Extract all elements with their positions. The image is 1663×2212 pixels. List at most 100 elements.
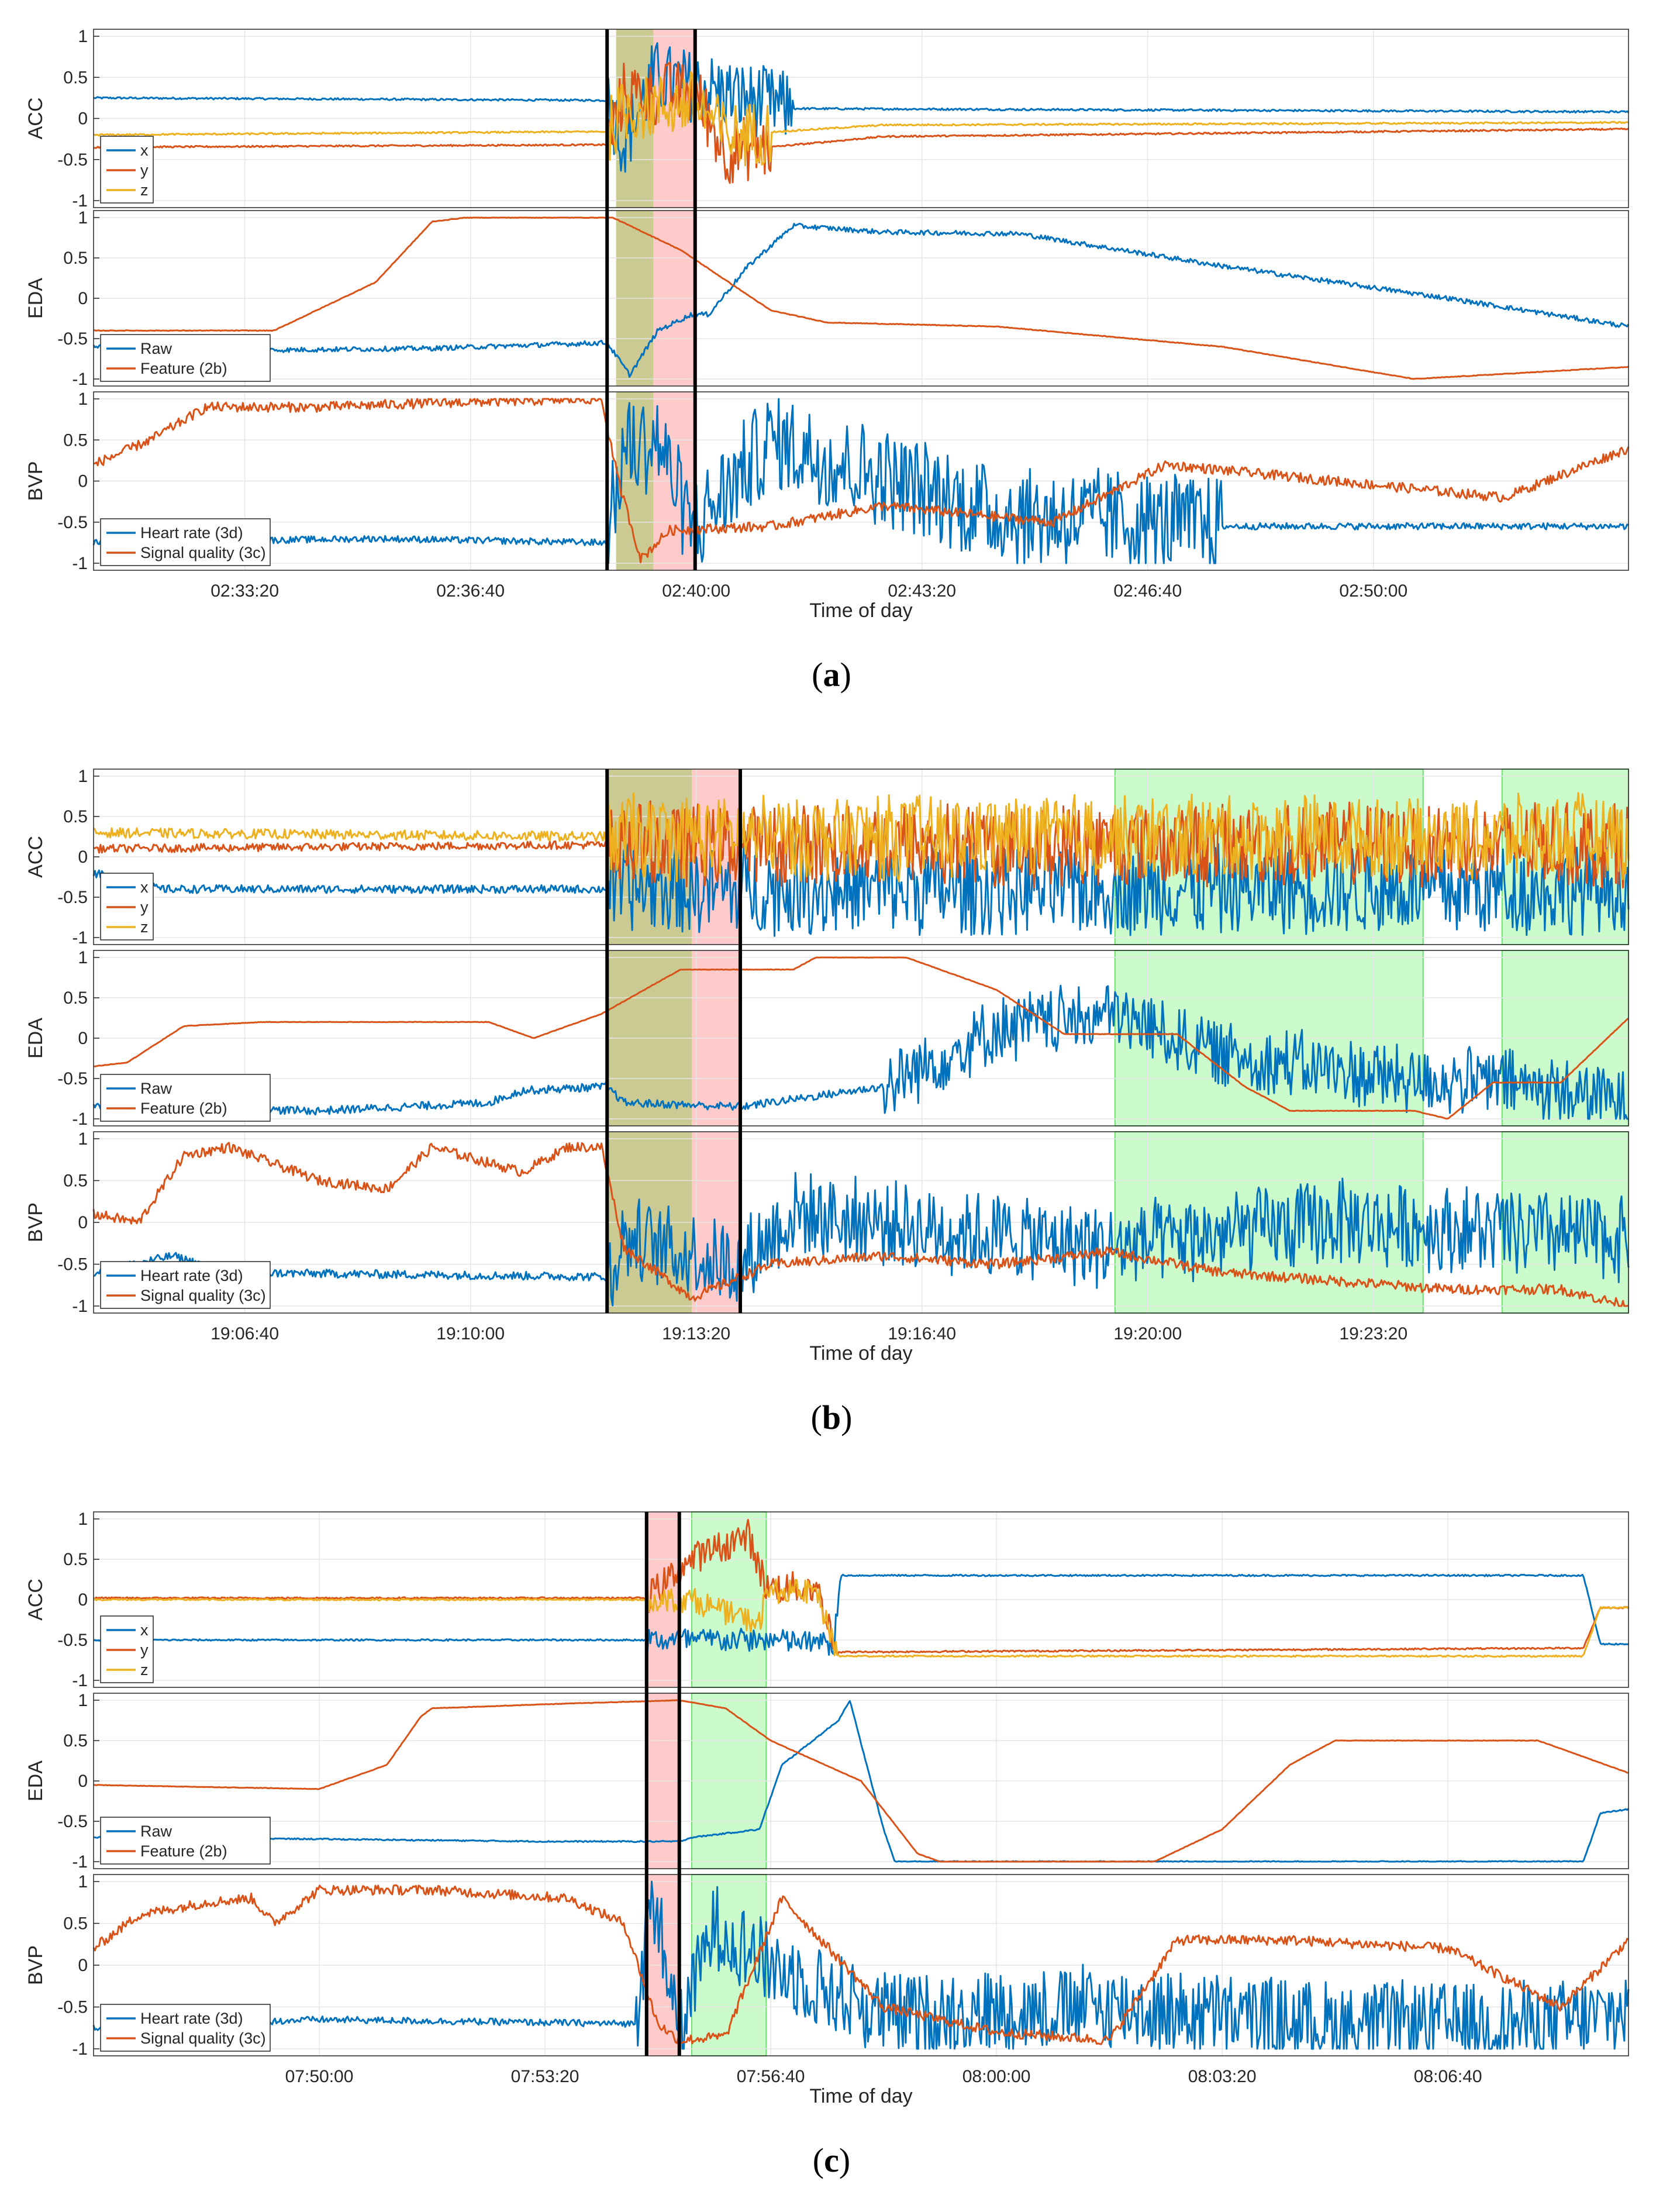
ylabel-b-0: ACC [25,836,47,878]
ytick-label-a-2-3: -0.5 [57,513,88,532]
series-b-2-signal-quality-3c- [92,1142,1629,1307]
ytick-label-c-2-0: 1 [78,1872,88,1891]
ytick-label-b-0-0: 1 [78,767,88,786]
ytick-label-b-0-2: 0 [78,847,88,867]
panel-frame-c-2 [93,1874,1629,2056]
ytick-label-c-0-1: 0.5 [63,1550,88,1569]
ylabel-a-0: ACC [25,98,47,140]
legend-label-c-2-0: Heart rate (3d) [140,2010,243,2027]
ytick-label-a-2-1: 0.5 [63,430,88,450]
series-b-0-y [93,800,1630,889]
panel-frame-a-0 [93,29,1629,208]
ytick-label-a-0-1: 0.5 [63,68,88,87]
xtick-label-c-1: 07:53:20 [511,2067,579,2086]
panel-frame-a-1 [93,210,1629,387]
ylabel-a-1: EDA [25,278,47,319]
legend-box-c-2 [100,2004,271,2052]
legend-label-a-1-1: Feature (2b) [140,360,227,377]
legend-box-b-2 [100,1261,271,1309]
legend-label-b-0-2: z [140,918,149,936]
ytick-label-b-2-4: -1 [72,1297,88,1316]
ytick-label-a-0-3: -0.5 [57,150,88,170]
ytick-label-c-2-4: -1 [72,2039,88,2059]
xlabel-a: Time of day [809,599,912,622]
series-a-1-feature-2b- [94,216,1629,380]
xtick-label-a-3: 02:43:20 [888,581,956,601]
xtick-label-a-5: 02:50:00 [1339,581,1407,601]
ytick-label-b-1-4: -1 [72,1110,88,1129]
ytick-label-c-1-0: 1 [78,1691,88,1710]
series-b-1-raw [92,984,1629,1120]
series-a-0-x [93,42,1629,173]
caption-c: (c) [812,2141,851,2179]
xtick-label-c-2: 07:56:40 [737,2067,805,2086]
ylabel-b-2: BVP [25,1203,47,1242]
ytick-label-c-2-1: 0.5 [63,1914,88,1934]
xlabel-c: Time of day [809,2085,912,2107]
xtick-label-b-5: 19:23:20 [1339,1324,1407,1343]
xtick-label-b-2: 19:13:20 [662,1324,730,1343]
series-b-0-z [92,792,1630,883]
ytick-label-a-2-2: 0 [78,472,88,491]
xtick-label-a-4: 02:46:40 [1113,581,1182,601]
legend-box-c-1 [100,1817,271,1865]
xtick-label-b-0: 19:06:40 [211,1324,279,1343]
legend-box-a-1 [100,334,271,382]
ytick-label-a-0-2: 0 [78,109,88,129]
series-b-0-x [92,842,1630,937]
xtick-label-c-3: 08:00:00 [962,2067,1031,2086]
ytick-label-a-1-4: -1 [72,370,88,389]
ytick-label-b-1-0: 1 [78,948,88,967]
ytick-label-c-0-0: 1 [78,1510,88,1529]
ylabel-c-0: ACC [25,1579,47,1621]
legend-label-c-0-0: x [140,1621,149,1639]
series-a-2-heart-rate-3d- [92,398,1629,564]
caption-a: (a) [812,656,851,694]
xtick-label-a-1: 02:36:40 [436,581,505,601]
legend-label-c-1-1: Feature (2b) [140,1842,227,1860]
ytick-label-c-1-1: 0.5 [63,1731,88,1751]
xtick-label-b-3: 19:16:40 [888,1324,956,1343]
ylabel-c-1: EDA [25,1760,47,1801]
xtick-label-b-4: 19:20:00 [1113,1324,1182,1343]
series-c-1-feature-2b- [93,1699,1629,1863]
xlabel-b: Time of day [809,1342,912,1365]
panel-frame-a-2 [93,391,1629,571]
panel-frame-b-1 [93,950,1629,1126]
panel-frame-c-1 [93,1693,1629,1869]
ytick-label-c-1-2: 0 [78,1772,88,1791]
panel-frame-c-0 [93,1511,1629,1688]
series-a-0-y [93,62,1629,184]
ytick-label-a-1-1: 0.5 [63,249,88,268]
ytick-label-b-0-3: -0.5 [57,888,88,907]
legend-label-a-0-1: y [140,161,149,179]
legend-box-a-2 [100,518,271,566]
series-a-2-signal-quality-3c- [93,398,1630,563]
ytick-label-a-2-4: -1 [72,554,88,573]
series-c-0-x [93,1573,1629,1656]
ytick-label-c-2-2: 0 [78,1956,88,1975]
legend-label-a-0-0: x [140,142,149,159]
legend-box-b-1 [100,1074,271,1122]
legend-label-a-1-0: Raw [140,340,172,357]
series-c-0-z [93,1579,1629,1658]
ytick-label-b-2-0: 1 [78,1129,88,1149]
ytick-label-b-2-3: -0.5 [57,1255,88,1274]
ytick-label-a-0-0: 1 [78,27,88,46]
xtick-label-a-2: 02:40:00 [662,581,730,601]
ytick-label-c-0-2: 0 [78,1590,88,1610]
panel-frame-b-0 [93,769,1629,945]
ytick-label-c-1-4: -1 [72,1852,88,1872]
series-c-2-heart-rate-3d- [92,1880,1630,2050]
series-b-1-feature-2b- [93,956,1630,1120]
xtick-label-c-0: 07:50:00 [285,2067,354,2086]
legend-label-a-2-1: Signal quality (3c) [140,544,266,561]
legend-label-b-1-0: Raw [140,1080,172,1097]
ytick-label-b-0-4: -1 [72,928,88,947]
xtick-label-c-5: 08:06:40 [1414,2067,1482,2086]
legend-label-c-2-1: Signal quality (3c) [140,2030,266,2047]
legend-label-c-1-0: Raw [140,1822,172,1840]
ytick-label-b-1-1: 0.5 [63,988,88,1008]
series-c-2-signal-quality-3c- [92,1884,1629,2045]
caption-b: (b) [810,1398,853,1436]
